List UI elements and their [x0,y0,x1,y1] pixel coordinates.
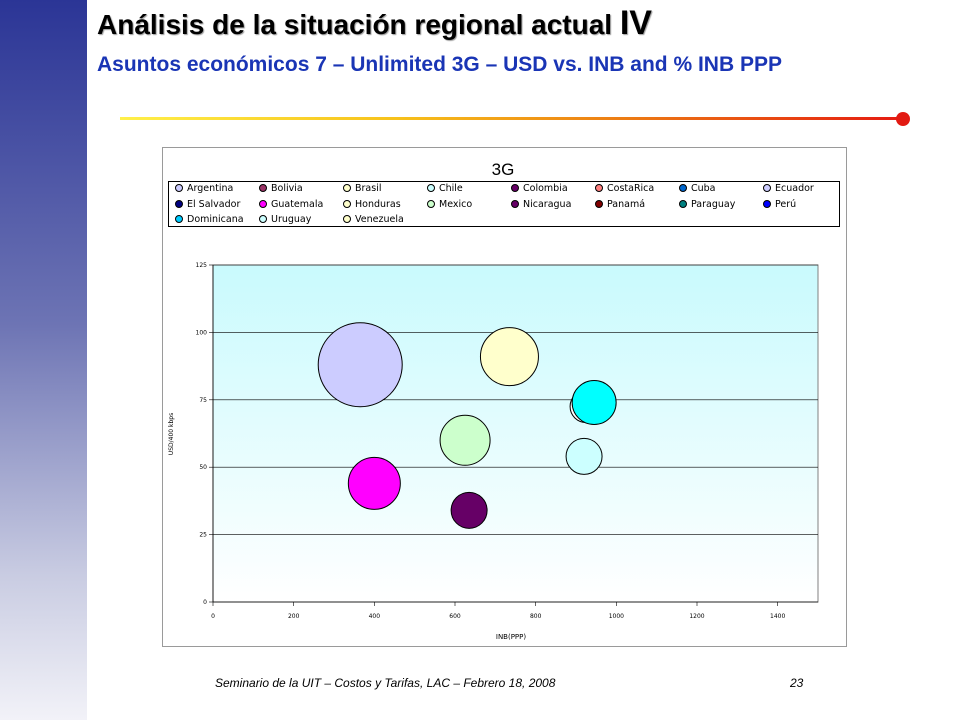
legend-label: Cuba [691,183,716,194]
legend-label: El Salvador [187,198,241,210]
bubble [571,379,617,425]
legend-item: Mexico [427,199,472,211]
legend-label: Paraguay [691,198,736,210]
legend-label: Perú [775,198,797,210]
legend-swatch [343,184,351,192]
legend-swatch [343,215,351,223]
legend-swatch [259,199,267,208]
axes: 0 25 50 75 100 125 0 200 400 600 800 1000 1200 1400 [196,262,818,620]
x-tick-label: 0 [211,613,215,620]
legend-item: Venezuela [343,214,404,226]
legend-swatch [595,199,603,208]
legend-item: Brasil [343,183,381,195]
bubble [565,437,603,475]
bubble [450,491,488,529]
legend-swatch [259,215,267,223]
legend-item: Bolivia [259,183,303,195]
bubble-chart: 3G 0 25 50 75 100 125 0 200 400 600 800 1000 1200 140… [168,160,819,641]
slide-subtitle: Asuntos económicos 7 – Unlimited 3G – US… [97,53,782,76]
legend-item: Cuba [679,183,716,195]
x-axis-title: INB(PPP) [496,633,526,641]
legend-label: Ecuador [775,183,814,194]
bubble [317,322,403,408]
x-tick-label: 400 [369,613,381,620]
y-tick-label: 50 [199,464,207,471]
legend-label: Bolivia [271,183,303,194]
legend-label: CostaRica [607,183,655,194]
title-underline-rule [120,117,904,120]
legend-label: Nicaragua [523,198,572,210]
legend-item: Guatemala [259,199,323,211]
legend-label: Colombia [523,183,568,194]
footer-text: Seminario de la UIT – Costos y Tarifas, … [215,676,556,690]
chart-title: 3G [492,160,515,179]
legend-item: Perú [763,199,796,211]
y-axis-title: USD/400 kbps [168,413,175,455]
y-tick-label: 125 [196,262,208,269]
chart-area: 3G 0 25 50 75 100 125 0 200 400 600 800 1000 1200 140… [162,147,847,647]
legend-swatch [511,199,519,208]
x-tick-label: 1000 [609,613,624,620]
left-decorative-bar [0,0,87,720]
legend-label: Panamá [607,198,646,210]
y-tick-label: 0 [203,599,207,606]
legend-item: Ecuador [763,183,814,195]
slide-title-roman-numeral: IV [619,4,652,42]
legend-item: Paraguay [679,199,735,211]
plot-background [212,264,819,603]
chart-legend: Argentina Bolivia Brasil Chile Colombia Costa… [168,181,840,227]
slide-title-text: Análisis de la situación regional actual [97,9,613,40]
legend-swatch [679,199,687,208]
legend-item: Uruguay [259,214,311,226]
legend-swatch [763,184,771,192]
legend-item: El Salvador [175,199,240,211]
legend-item: Panamá [595,199,645,211]
x-tick-label: 1400 [770,613,785,620]
bubble [347,456,401,510]
legend-swatch [679,184,687,192]
page-number: 23 [790,676,804,690]
bubbles [317,322,617,529]
legend-swatch [343,199,351,208]
legend-item: CostaRica [595,183,654,195]
legend-item: Honduras [343,199,401,211]
legend-swatch [427,199,435,208]
y-tick-label: 75 [199,397,207,404]
legend-label: Brasil [355,183,382,194]
legend-label: Mexico [439,198,473,210]
legend-swatch [175,199,183,208]
legend-swatch [595,184,603,192]
y-tick-label: 25 [199,532,207,539]
legend-swatch [763,199,771,208]
legend-label: Venezuela [355,214,404,225]
legend-label: Uruguay [271,214,312,225]
legend-label: Guatemala [271,198,324,210]
legend-item: Dominicana [175,214,244,226]
legend-swatch [175,184,183,192]
grid-lines [213,264,818,535]
legend-item: Chile [427,183,463,195]
legend-swatch [259,184,267,192]
slide-title: Análisis de la situación regional actual… [97,4,652,43]
legend-swatch [427,184,435,192]
title-underline-dot [896,112,910,126]
legend-label: Chile [439,183,463,194]
x-tick-label: 200 [288,613,300,620]
x-tick-label: 800 [530,613,542,620]
y-tick-label: 100 [196,329,208,336]
legend-label: Honduras [355,198,401,210]
legend-item: Nicaragua [511,199,571,211]
legend-item: Colombia [511,183,568,195]
bubble [439,414,491,466]
x-tick-label: 1200 [689,613,704,620]
x-tick-label: 600 [449,613,461,620]
legend-item: Argentina [175,183,233,195]
legend-label: Argentina [187,183,234,194]
bubble [479,327,539,387]
legend-label: Dominicana [187,214,244,225]
legend-swatch [175,215,183,223]
legend-swatch [511,184,519,192]
